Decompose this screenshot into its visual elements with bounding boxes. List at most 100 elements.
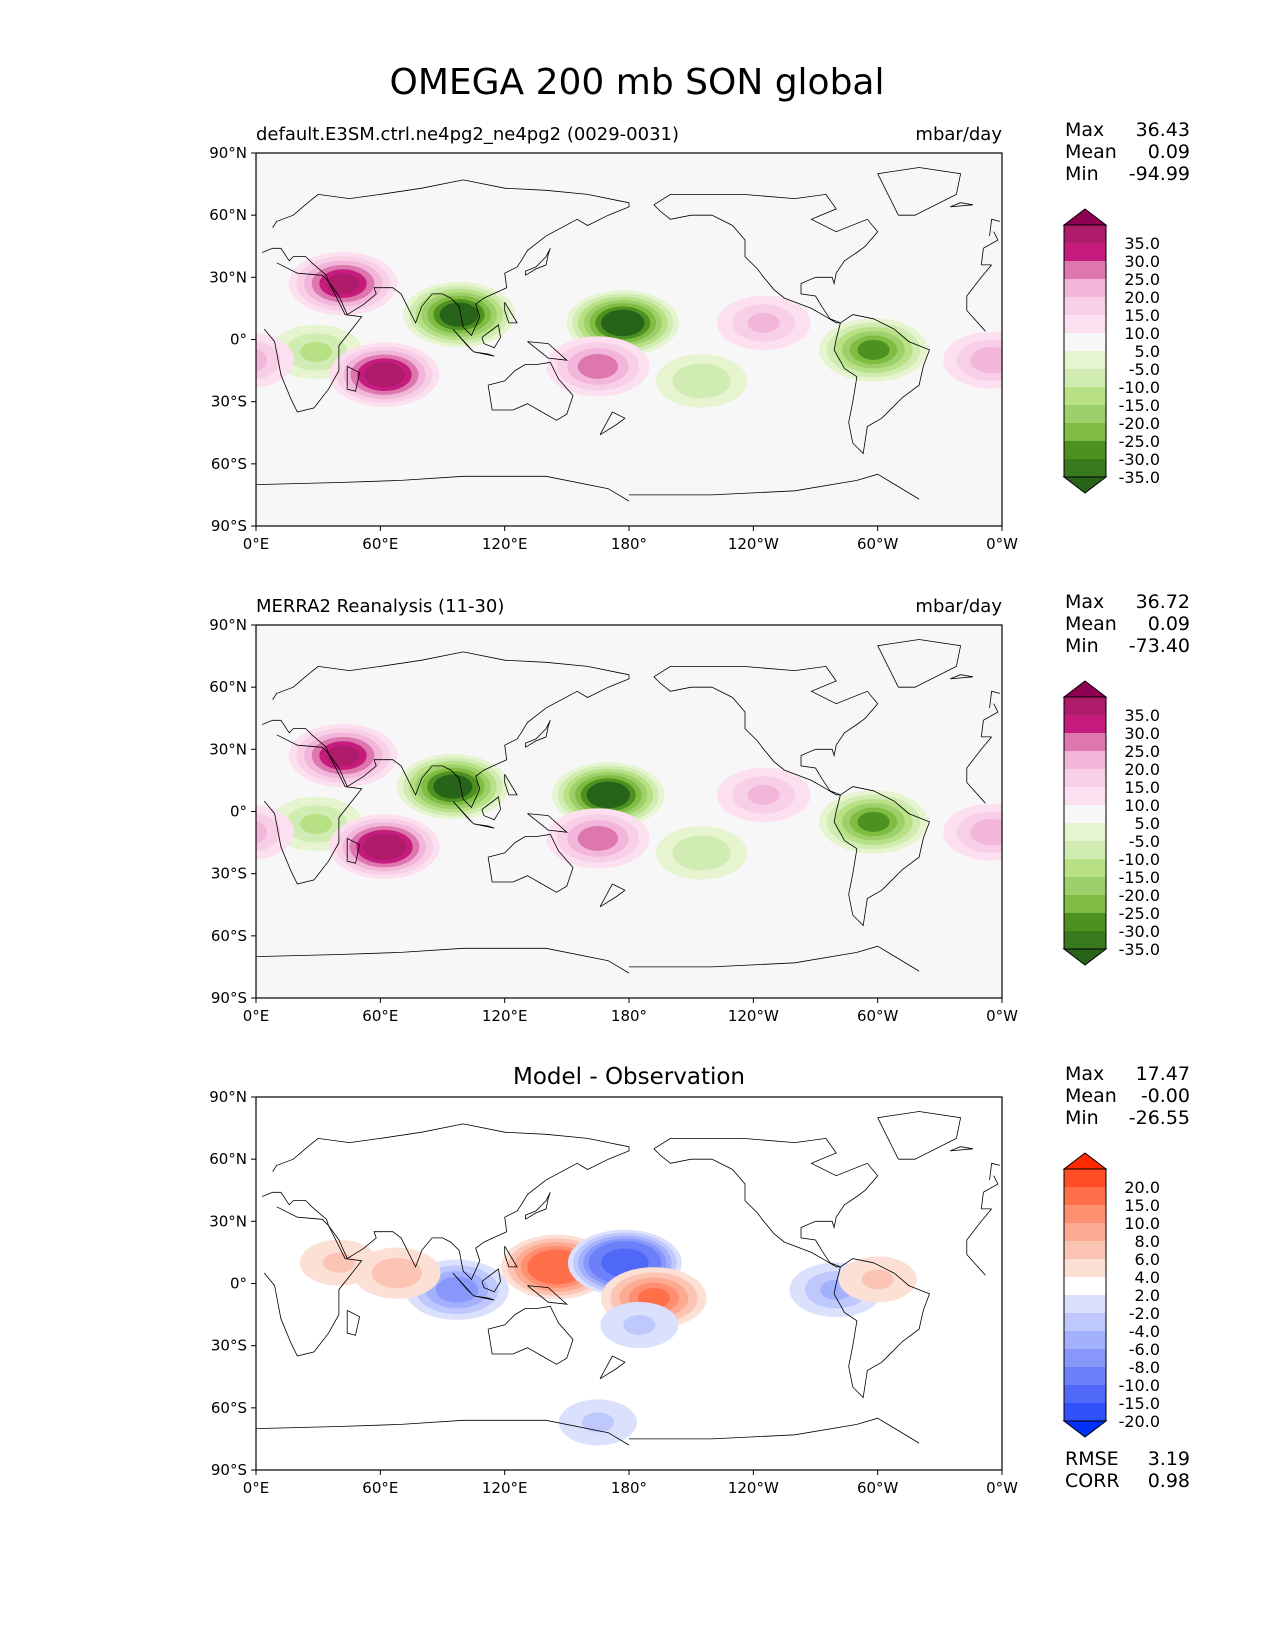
stat-value: 17.47: [1136, 1063, 1190, 1085]
stat-label: Mean: [1065, 613, 1117, 635]
stat-label: CORR: [1065, 1470, 1120, 1492]
colorbar-tick-label: -20.0: [1119, 1412, 1160, 1431]
colorbar-tick-label: 30.0: [1124, 724, 1160, 743]
stat-label: Mean: [1065, 1085, 1117, 1107]
colorbar-tick-label: -30.0: [1119, 450, 1160, 469]
coastlines: [256, 639, 1000, 974]
colorbar-tick-label: 35.0: [1124, 234, 1160, 253]
lon-tick-label: 60°E: [362, 1007, 398, 1025]
colorbar-tick-label: 20.0: [1124, 288, 1160, 307]
lon-tick-label: 0°W: [986, 535, 1018, 553]
colorbar-tick-label: 4.0: [1135, 1268, 1160, 1287]
diff-pos-brazil: [838, 1256, 917, 1303]
colorbar: 20.015.010.08.06.04.02.0-2.0-4.0-6.0-8.0…: [1062, 1152, 1160, 1438]
lon-tick-label: 0°E: [243, 535, 270, 553]
lat-tick-label: 90°S: [211, 517, 247, 535]
difference-panel: Model - Observation 90°N 60°N 30°N 0° 30°S 60…: [209, 1063, 1190, 1497]
colorbar-tick-label: 5.0: [1135, 342, 1160, 361]
model-panel: default.E3SM.ctrl.ne4pg2_ne4pg2 (0029-00…: [209, 119, 1190, 553]
colorbar-tick-label: -10.0: [1119, 1376, 1160, 1395]
lon-tick-label: 0°W: [986, 1007, 1018, 1025]
colorbar-tick-label: 10.0: [1124, 1214, 1160, 1233]
colorbar-tick-label: -30.0: [1119, 922, 1160, 941]
lon-tick-label: 120°E: [482, 1007, 528, 1025]
descent-sw-pacific: [546, 808, 650, 869]
descent-e-pacific: [716, 295, 811, 351]
colorbar-tick-label: 15.0: [1124, 306, 1160, 325]
descent-s-indian: [329, 342, 440, 407]
lon-tick-label: 120°E: [482, 1479, 528, 1497]
lat-tick-label: 30°S: [211, 865, 247, 883]
colorbar-tick-label: -15.0: [1119, 396, 1160, 415]
ascent-amazon: [819, 318, 928, 382]
panel-center-title: Model - Observation: [513, 1064, 745, 1090]
colorbar-tick-label: -5.0: [1129, 832, 1160, 851]
colorbar-tick-label: 25.0: [1124, 270, 1160, 289]
lat-tick-label: 60°S: [211, 455, 247, 473]
colorbar-tick-label: -8.0: [1129, 1358, 1160, 1377]
lat-tick-label: 60°S: [211, 927, 247, 945]
lon-tick-label: 120°E: [482, 535, 528, 553]
colorbar: 35.030.025.020.015.010.05.0-5.0-10.0-15.…: [1062, 208, 1160, 494]
ascent-maritime: [403, 282, 515, 348]
colorbar-tick-label: -10.0: [1119, 378, 1160, 397]
stat-value: -26.55: [1129, 1107, 1190, 1129]
stat-label: RMSE: [1065, 1448, 1119, 1470]
stat-label: Min: [1065, 163, 1099, 185]
colorbar-tick-label: -6.0: [1129, 1340, 1160, 1359]
stat-label: Max: [1065, 591, 1104, 613]
colorbar-tick-label: 8.0: [1135, 1232, 1160, 1251]
colorbar-tick-label: 25.0: [1124, 742, 1160, 761]
lat-tick-label: 30°N: [209, 268, 247, 286]
panel-left-title: MERRA2 Reanalysis (11-30): [256, 596, 504, 617]
colorbar-tick-label: 6.0: [1135, 1250, 1160, 1269]
stat-value: -0.00: [1141, 1085, 1190, 1107]
lon-tick-label: 60°E: [362, 1479, 398, 1497]
lon-tick-label: 120°W: [728, 1007, 779, 1025]
colorbar-tick-label: 20.0: [1124, 1178, 1160, 1197]
stat-value: 0.98: [1148, 1470, 1190, 1492]
colorbar-tick-label: 15.0: [1124, 1196, 1160, 1215]
lon-tick-label: 60°W: [857, 1007, 899, 1025]
lat-tick-label: 60°N: [209, 678, 247, 696]
panel-right-title: mbar/day: [915, 124, 1002, 145]
panel-left-title: default.E3SM.ctrl.ne4pg2_ne4pg2 (0029-00…: [256, 124, 679, 145]
ascent-se-pacific: [655, 826, 748, 880]
colorbar-tick-label: 5.0: [1135, 814, 1160, 833]
lon-tick-label: 120°W: [728, 1479, 779, 1497]
colorbar-tick-label: -35.0: [1119, 468, 1160, 487]
panel-right-title: mbar/day: [915, 596, 1002, 617]
stat-value: 0.09: [1148, 141, 1190, 163]
lon-tick-label: 120°W: [728, 535, 779, 553]
colorbar-tick-label: -15.0: [1119, 868, 1160, 887]
ascent-amazon: [819, 790, 928, 854]
descent-sw-pacific: [546, 336, 650, 397]
lat-tick-label: 90°N: [209, 1088, 247, 1106]
colorbar-tick-label: -15.0: [1119, 1394, 1160, 1413]
observation-panel: MERRA2 Reanalysis (11-30) mbar/day 90°N 6…: [209, 591, 1190, 1025]
lat-tick-label: 90°S: [211, 1461, 247, 1479]
ascent-west-pacific: [566, 290, 680, 356]
stat-label: Max: [1065, 1063, 1104, 1085]
colorbar-tick-label: 2.0: [1135, 1286, 1160, 1305]
colorbar-tick-label: -10.0: [1119, 850, 1160, 869]
lat-tick-label: 30°S: [211, 1337, 247, 1355]
descent-s-atlantic-wrap: [256, 332, 295, 388]
stat-value: 3.19: [1148, 1448, 1190, 1470]
colorbar-tick-label: 20.0: [1124, 760, 1160, 779]
descent-s-atlantic: [943, 803, 1002, 861]
lon-tick-label: 0°E: [243, 1007, 270, 1025]
stat-value: 36.72: [1136, 591, 1190, 613]
colorbar-tick-label: 35.0: [1124, 706, 1160, 725]
colorbar-tick-label: 15.0: [1124, 778, 1160, 797]
lat-tick-label: 90°S: [211, 989, 247, 1007]
stat-value: -94.99: [1129, 163, 1190, 185]
lon-tick-label: 0°W: [986, 1479, 1018, 1497]
colorbar-tick-label: -4.0: [1129, 1322, 1160, 1341]
colorbar-tick-label: -5.0: [1129, 360, 1160, 379]
descent-s-atlantic: [943, 331, 1002, 389]
colorbar-tick-label: -2.0: [1129, 1304, 1160, 1323]
lat-tick-label: 30°N: [209, 740, 247, 758]
ascent-maritime: [396, 754, 509, 820]
